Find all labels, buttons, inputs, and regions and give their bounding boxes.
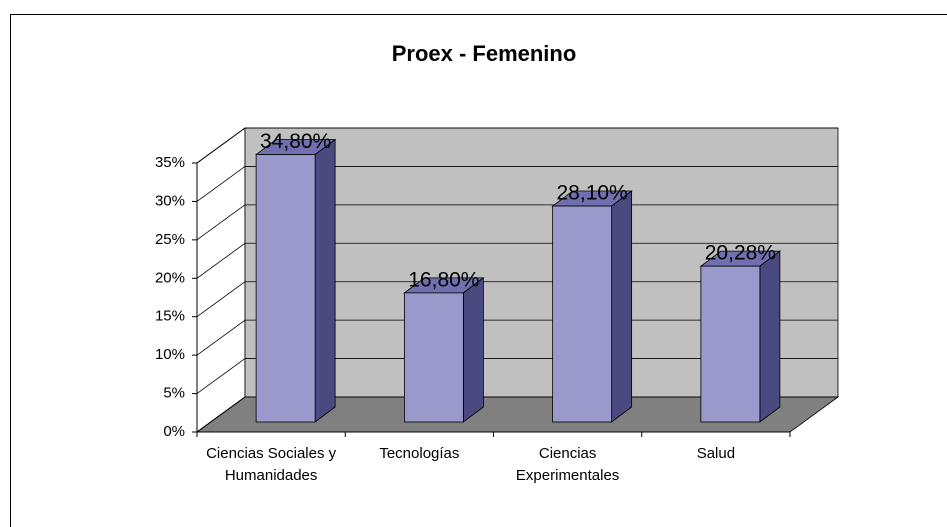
chart-title: Proex - Femenino [392, 41, 577, 66]
grid-line [196, 204, 246, 241]
x-tick-label: Salud [696, 445, 736, 462]
value-label: 28,10% [557, 182, 628, 205]
grid-line [196, 358, 246, 394]
bar [403, 292, 464, 423]
grid-line [196, 127, 246, 164]
grid-line [196, 242, 246, 279]
bar-side [611, 190, 633, 423]
y-tick-label: 35% [155, 154, 185, 171]
bar-side [462, 277, 484, 423]
y-tick-label: 25% [155, 231, 185, 248]
grid-line [196, 396, 246, 433]
value-label: 34,80% [260, 130, 331, 153]
y-tick-label: 5% [163, 385, 185, 402]
bar-side [314, 138, 336, 423]
side-wall [196, 127, 246, 433]
x-tick-label: Ciencias Sociales y Humanidades [206, 445, 337, 484]
bar-side [759, 250, 781, 423]
grid-line [196, 166, 246, 202]
y-tick-label: 15% [155, 308, 185, 325]
y-tick-label: 0% [163, 423, 185, 440]
value-label: 20,28% [705, 242, 776, 265]
y-tick-label: 30% [155, 192, 185, 209]
grid-line [196, 281, 246, 318]
grid-line [196, 319, 246, 356]
bar [255, 154, 316, 423]
y-tick-label: 20% [155, 269, 185, 286]
value-label: 16,80% [408, 268, 479, 291]
bar [700, 265, 761, 423]
x-tick-label: Ciencias Experimentales [515, 445, 620, 484]
y-tick-label: 10% [155, 346, 185, 363]
x-tick-label: Tecnologías [379, 445, 460, 462]
bar [552, 205, 613, 423]
